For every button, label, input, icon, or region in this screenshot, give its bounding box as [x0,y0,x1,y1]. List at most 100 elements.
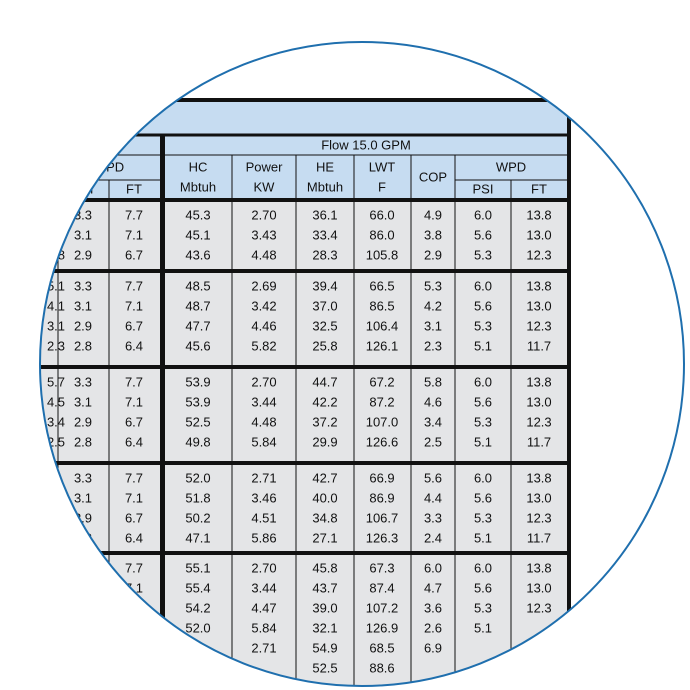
table-cell: 34.8 [312,510,337,525]
table-cell: 86.5 [369,298,394,313]
table-cell: 50.2 [185,510,210,525]
table-cell: 5.6 [474,580,492,595]
table-cell: 5.86 [251,530,276,545]
table-cell: 4.48 [251,414,276,429]
header-cell: Mbtuh [180,179,216,194]
table-cell: 7.7 [125,470,143,485]
table-cell: 5.3 [424,278,442,293]
table-cell: 6.7 [125,414,143,429]
header-cell: FT [126,181,142,196]
table-cell: 5.6 [474,490,492,505]
header-cell: Mbtuh [307,179,343,194]
table-cell: 6.0 [474,470,492,485]
table-cell: 33.4 [312,227,337,242]
table-cell: 2.71 [251,640,276,655]
table-cell: 13.8 [526,470,551,485]
table-cell: 106.4 [366,318,399,333]
header-cell: Power [246,159,284,174]
table-cell: 5.82 [251,338,276,353]
table-cell: 107.0 [366,414,399,429]
table-cell: 6.4 [125,434,143,449]
table-cell: 37.0 [312,298,337,313]
table-cell: 3.1 [74,227,92,242]
table-cell: 6.0 [424,560,442,575]
table-cell: 66.5 [369,278,394,293]
table-cell: 126.6 [366,434,399,449]
table-cell: 40.0 [312,490,337,505]
table-cell: 6.0 [474,207,492,222]
table-cell: 3.43 [251,227,276,242]
table-cell: 6.7 [125,247,143,262]
table-cell: 52.5 [312,660,337,675]
table-cell: 52.0 [185,620,210,635]
table-cell: 67.3 [369,560,394,575]
table-cell: 29.9 [312,434,337,449]
table-cell: 13.0 [526,580,551,595]
table-cell: 3.3 [74,470,92,485]
table-cell: 13.8 [526,278,551,293]
table-cell: 3.44 [251,580,276,595]
table-cell: 68.5 [369,640,394,655]
table-cell: 32.5 [312,318,337,333]
table-cell: 2.9 [74,318,92,333]
table-cell: 3.1 [74,394,92,409]
table-cell: 67.2 [369,374,394,389]
table-cell: 4.51 [251,510,276,525]
table-cell: 39.0 [312,600,337,615]
table-cell: 48.7 [185,298,210,313]
table-cell: 3.1 [424,318,442,333]
table-cell: 32.1 [312,620,337,635]
table-cell: 6.7 [125,510,143,525]
table-cell: 54.2 [185,600,210,615]
table-cell: 6.0 [474,560,492,575]
table-cell: 88.6 [369,660,394,675]
table-cell: 2.70 [251,560,276,575]
table-cell: 45.6 [185,338,210,353]
table-cell: 2.8 [74,434,92,449]
table-cell: 2.69 [251,278,276,293]
table-cell: 6.0 [474,278,492,293]
table-cell: 12.3 [526,510,551,525]
table-cell: 66.0 [369,207,394,222]
header-cell: FT [531,181,547,196]
table-cell: 2.5 [424,434,442,449]
table-cell: 13.0 [526,227,551,242]
header-cell: COP [419,169,447,184]
table-cell: 55.1 [185,560,210,575]
table-cell: 27.1 [312,530,337,545]
table-cell: 2.9 [74,414,92,429]
table-cell: 4.6 [424,394,442,409]
table-cell: 4.1 [47,298,65,313]
header-cell: HE [316,159,334,174]
table-cell: 3.46 [251,490,276,505]
table-cell: 5.84 [251,434,276,449]
table-cell: 7.7 [125,374,143,389]
table-cell: 3.44 [251,394,276,409]
table-cell: 5.1 [474,434,492,449]
table-cell: 12.3 [526,600,551,615]
table-cell: 3.4 [47,414,65,429]
table-cell: 5.3 [474,318,492,333]
table-cell: 42.2 [312,394,337,409]
table-cell: 5.6 [474,394,492,409]
table-cell: 47.1 [185,530,210,545]
table-cell: 2.70 [251,374,276,389]
table-cell: 4.46 [251,318,276,333]
table-cell: 3.3 [424,510,442,525]
table-cell: 13.0 [526,394,551,409]
table-cell: 5.1 [474,530,492,545]
table-cell: 105.8 [366,247,399,262]
table-cell: 126.9 [366,620,399,635]
flow-label: Flow 15.0 GPM [321,137,411,152]
lens-border [39,41,685,687]
table-cell: 52.5 [185,414,210,429]
table-cell: 7.1 [125,227,143,242]
table-cell: 86.0 [369,227,394,242]
table-cell: 6.4 [125,530,143,545]
table-cell: 11.7 [527,434,551,449]
header-cell: WPD [496,159,526,174]
table-cell: 55.4 [185,580,210,595]
table-cell: 7.7 [125,207,143,222]
table-cell: 4.4 [424,490,442,505]
